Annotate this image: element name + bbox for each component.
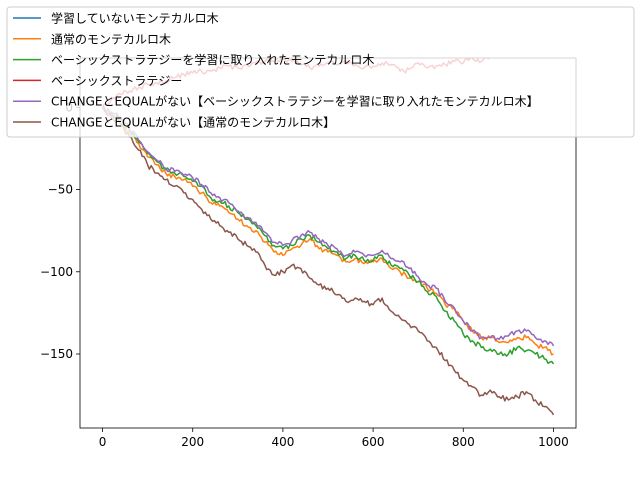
- x-tick-label: 1000: [538, 435, 569, 449]
- legend-box: [6, 6, 635, 138]
- legend-label-4: CHANGEとEQUALがない【ベーシックストラテジーを学習に取り入れたモンテカ…: [51, 94, 539, 109]
- x-tick-label: 200: [181, 435, 204, 449]
- series-line-2: [101, 106, 555, 365]
- x-tick-label: 0: [99, 435, 107, 449]
- legend-label-5: CHANGEとEQUALがない【通常のモンテカルロ木】: [51, 115, 335, 130]
- y-tick-label: −150: [40, 347, 73, 361]
- legend-label-2: ベーシックストラテジーを学習に取り入れたモンテカルロ木: [51, 52, 374, 67]
- y-tick-label: −100: [40, 265, 73, 279]
- x-tick-label: 800: [452, 435, 475, 449]
- legend-label-1: 通常のモンテカルロ木: [51, 32, 171, 46]
- x-tick-label: 400: [271, 435, 294, 449]
- series-line-5: [102, 106, 555, 416]
- legend: 学習していないモンテカルロ木通常のモンテカルロ木ベーシックストラテジーを学習に取…: [6, 6, 635, 138]
- legend-label-3: ベーシックストラテジー: [51, 74, 182, 88]
- x-tick-label: 600: [362, 435, 385, 449]
- y-tick-label: −50: [48, 183, 73, 197]
- legend-label-0: 学習していないモンテカルロ木: [51, 11, 219, 26]
- series-line-4: [101, 106, 555, 347]
